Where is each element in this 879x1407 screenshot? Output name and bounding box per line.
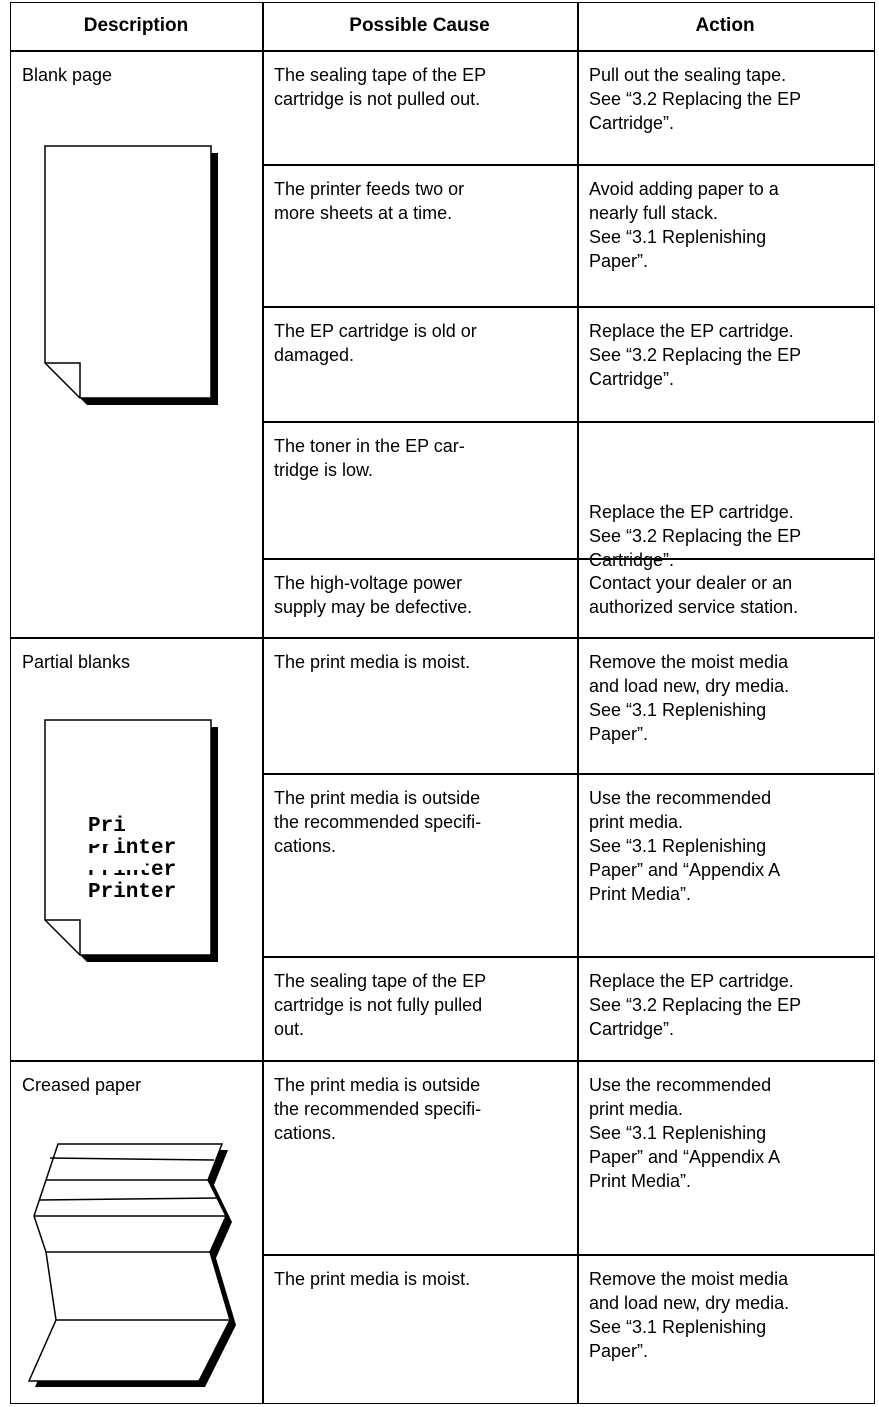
action-text: Avoid adding paper to a nearly full stac…	[589, 179, 779, 271]
blank-mask	[88, 836, 118, 844]
cell	[577, 421, 875, 560]
header-cell	[262, 2, 579, 52]
illustration-text: Printer	[88, 881, 176, 904]
cause-text: The high-voltage power supply may be def…	[274, 573, 473, 617]
cell	[262, 1060, 579, 1256]
cell	[577, 1060, 875, 1256]
cell	[577, 306, 875, 423]
cause-text: The print media is outside the recommend…	[274, 788, 482, 856]
cell	[577, 637, 875, 775]
cell	[262, 50, 579, 166]
cell	[577, 773, 875, 958]
description-cell	[10, 637, 264, 1062]
description-cell	[10, 50, 264, 639]
description-cell	[10, 1060, 264, 1404]
cell	[577, 1254, 875, 1404]
cell	[262, 637, 579, 775]
cell	[577, 956, 875, 1062]
description-text: Partial blanks	[22, 652, 131, 672]
cause-text: The print media is moist.	[274, 652, 471, 672]
cause-text: The printer feeds two or more sheets at …	[274, 179, 465, 223]
header-cell	[10, 2, 264, 52]
cell	[577, 50, 875, 166]
cell	[262, 956, 579, 1062]
action-text: Replace the EP cartridge. See “3.2 Repla…	[589, 502, 802, 570]
cell	[262, 306, 579, 423]
header-text: Possible Cause	[349, 15, 490, 36]
header-text: Action	[695, 15, 755, 36]
cell	[577, 558, 875, 639]
cell	[262, 558, 579, 639]
action-text: Pull out the sealing tape. See “3.2 Repl…	[589, 65, 802, 133]
action-text: Use the recommended print media. See “3.…	[589, 788, 781, 904]
cell	[262, 1254, 579, 1404]
cause-text: The print media is outside the recommend…	[274, 1075, 482, 1143]
action-text: Replace the EP cartridge. See “3.2 Repla…	[589, 971, 802, 1039]
description-text: Blank page	[22, 65, 113, 85]
partial-blank-illustration: PrinterPrinterPrinterPrinter	[44, 719, 218, 962]
cause-text: The EP cartridge is old or damaged.	[274, 321, 477, 365]
blank-page-illustration	[44, 145, 218, 405]
blank-mask	[88, 858, 146, 870]
action-text: Contact your dealer or an authorized ser…	[589, 573, 799, 617]
header-cell	[577, 2, 875, 52]
blank-mask	[126, 813, 190, 835]
cause-text: The sealing tape of the EP cartridge is …	[274, 65, 487, 109]
cause-text: The toner in the EP car- tridge is low.	[274, 436, 465, 480]
cause-text: The print media is moist.	[274, 1269, 471, 1289]
action-text: Use the recommended print media. See “3.…	[589, 1075, 781, 1191]
header-text: Description	[83, 15, 189, 36]
cell	[577, 164, 875, 308]
action-text: Remove the moist media and load new, dry…	[589, 652, 790, 744]
cell	[262, 421, 579, 560]
action-text: Replace the EP cartridge. See “3.2 Repla…	[589, 321, 802, 389]
cell	[262, 164, 579, 308]
cause-text: The sealing tape of the EP cartridge is …	[274, 971, 487, 1039]
creased-paper-illustration	[27, 1143, 236, 1387]
action-text: Remove the moist media and load new, dry…	[589, 1269, 790, 1361]
description-text: Creased paper	[22, 1075, 142, 1095]
cell	[262, 773, 579, 958]
